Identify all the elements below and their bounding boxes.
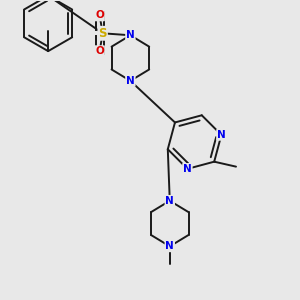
Text: S: S bbox=[98, 27, 107, 40]
Text: N: N bbox=[126, 76, 135, 86]
Text: O: O bbox=[95, 46, 104, 56]
Text: N: N bbox=[126, 30, 135, 40]
Text: N: N bbox=[217, 130, 226, 140]
Text: N: N bbox=[183, 164, 192, 174]
Text: N: N bbox=[165, 241, 174, 251]
Text: N: N bbox=[165, 196, 174, 206]
Text: O: O bbox=[95, 11, 104, 20]
